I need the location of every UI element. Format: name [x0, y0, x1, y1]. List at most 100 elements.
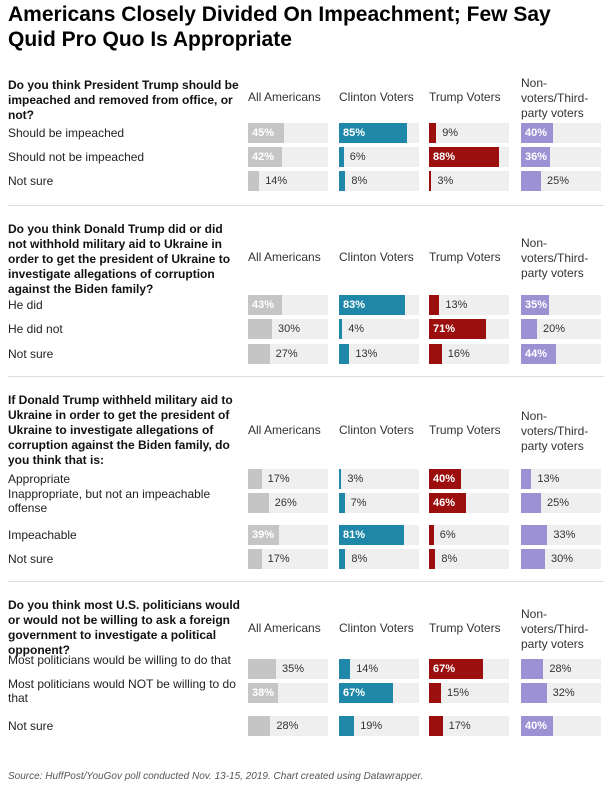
- bar-track: 30%: [521, 549, 601, 569]
- bar-track: 13%: [521, 469, 601, 489]
- table-row: He did 43% 83% 13% 35%: [0, 293, 612, 317]
- bar-trump: [429, 493, 466, 513]
- question-text: Do you think most U.S. politicians would…: [8, 598, 241, 657]
- bar-clinton: [339, 525, 404, 545]
- row-label: Impeachable: [8, 528, 77, 542]
- bar-track: 9%: [429, 123, 509, 143]
- column-header-trump: Trump Voters: [429, 250, 501, 264]
- bar-track: 8%: [339, 171, 419, 191]
- bar-clinton: [339, 549, 346, 569]
- bar-track: 40%: [429, 469, 509, 489]
- bar-all: [248, 683, 279, 703]
- data-label: 33%: [553, 529, 576, 541]
- column-header-nonvoters: Non-voters/Third-party voters: [521, 76, 589, 120]
- bar-nonvoters: [521, 319, 537, 339]
- bar-nonvoters: [521, 493, 541, 513]
- row-label: Most politicians would NOT be willing to…: [8, 677, 236, 705]
- column-header-nonvoters: Non-voters/Third-party voters: [521, 409, 589, 453]
- row-label: He did not: [8, 322, 63, 336]
- bar-track: 7%: [339, 493, 419, 513]
- bar-track: 44%: [521, 344, 601, 364]
- data-label: 25%: [547, 175, 570, 187]
- table-row: Not sure 14% 8% 3% 25%: [0, 169, 612, 193]
- data-label: 67%: [343, 687, 366, 699]
- bar-clinton: [339, 319, 343, 339]
- bar-clinton: [339, 716, 355, 736]
- bar-nonvoters: [521, 659, 544, 679]
- bar-track: 25%: [521, 171, 601, 191]
- bar-track: 40%: [521, 123, 601, 143]
- data-label: 14%: [356, 663, 379, 675]
- bar-track: 43%: [248, 295, 328, 315]
- bar-nonvoters: [521, 171, 541, 191]
- data-label: 30%: [278, 323, 301, 335]
- bar-track: 28%: [248, 716, 328, 736]
- table-row: Appropriate 17% 3% 40% 13%: [0, 467, 612, 491]
- table-row: Inappropriate, but not an impeachable of…: [0, 487, 612, 515]
- row-label: Should not be impeached: [8, 150, 145, 164]
- bar-track: 16%: [429, 344, 509, 364]
- bar-trump: [429, 683, 441, 703]
- row-label: Not sure: [8, 174, 54, 188]
- bar-nonvoters: [521, 525, 548, 545]
- bar-track: 28%: [521, 659, 601, 679]
- bar-track: 85%: [339, 123, 419, 143]
- column-header-clinton: Clinton Voters: [339, 621, 414, 635]
- bar-track: 71%: [429, 319, 509, 339]
- data-label: 40%: [433, 473, 456, 485]
- row-label: Most politicians would be willing to do …: [8, 653, 231, 667]
- bar-clinton: [339, 147, 344, 167]
- bar-nonvoters: [521, 683, 547, 703]
- bar-track: 25%: [521, 493, 601, 513]
- bar-track: 6%: [429, 525, 509, 545]
- section-divider: [8, 581, 604, 582]
- bar-track: 27%: [248, 344, 328, 364]
- data-label: 8%: [351, 175, 368, 187]
- data-label: 3%: [437, 175, 454, 187]
- row-label: Not sure: [8, 552, 54, 566]
- column-header-clinton: Clinton Voters: [339, 423, 414, 437]
- bar-trump: [429, 659, 483, 679]
- bar-track: 26%: [248, 493, 328, 513]
- data-label: 85%: [343, 127, 366, 139]
- data-label: 27%: [275, 348, 298, 360]
- data-label: 28%: [549, 663, 572, 675]
- bar-track: 35%: [248, 659, 328, 679]
- table-row: Should not be impeached 42% 6% 88% 36%: [0, 145, 612, 169]
- data-label: 71%: [433, 323, 456, 335]
- data-label: 19%: [360, 720, 383, 732]
- data-label: 15%: [447, 687, 470, 699]
- bar-track: 6%: [339, 147, 419, 167]
- bar-track: 81%: [339, 525, 419, 545]
- bar-clinton: [339, 344, 350, 364]
- bar-track: 17%: [248, 469, 328, 489]
- bar-track: 42%: [248, 147, 328, 167]
- bar-all: [248, 549, 262, 569]
- data-label: 3%: [347, 473, 364, 485]
- bar-nonvoters: [521, 295, 549, 315]
- data-label: 30%: [551, 553, 574, 565]
- bar-clinton: [339, 171, 346, 191]
- bar-all: [248, 147, 282, 167]
- bar-track: 17%: [429, 716, 509, 736]
- section-divider: [8, 205, 604, 206]
- data-label: 13%: [445, 299, 468, 311]
- data-label: 13%: [537, 473, 560, 485]
- column-header-nonvoters: Non-voters/Third-party voters: [521, 607, 589, 651]
- question-text: If Donald Trump withheld military aid to…: [8, 393, 233, 467]
- row-label: He did: [8, 298, 43, 312]
- data-label: 39%: [252, 529, 275, 541]
- data-label: 44%: [525, 348, 548, 360]
- data-label: 43%: [252, 299, 275, 311]
- column-header-clinton: Clinton Voters: [339, 250, 414, 264]
- bar-trump: [429, 525, 434, 545]
- bar-clinton: [339, 123, 407, 143]
- bar-track: 14%: [339, 659, 419, 679]
- data-label: 36%: [525, 151, 548, 163]
- data-label: 40%: [525, 127, 548, 139]
- bar-clinton: [339, 493, 345, 513]
- question-text: Do you think Donald Trump did or did not…: [8, 222, 231, 296]
- bar-track: 32%: [521, 683, 601, 703]
- bar-trump: [429, 344, 442, 364]
- data-label: 17%: [448, 720, 471, 732]
